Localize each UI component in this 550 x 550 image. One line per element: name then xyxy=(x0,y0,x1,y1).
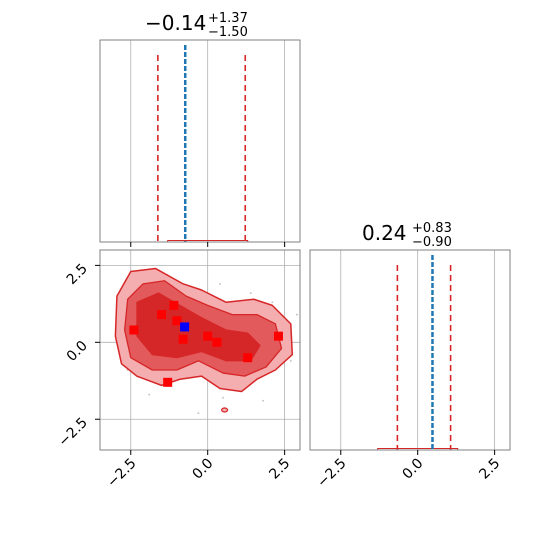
x-tick-label: 0.0 xyxy=(399,456,426,483)
title-value: −0.14 xyxy=(145,11,206,35)
y-tick-label: −2.5 xyxy=(55,415,90,450)
title-minus: −0.90 xyxy=(412,235,452,250)
red-point-marker xyxy=(178,334,188,344)
red-point-marker xyxy=(172,316,182,326)
red-point-marker xyxy=(203,331,213,341)
y-tick-label: 2.5 xyxy=(64,261,91,288)
title-minus: −1.50 xyxy=(208,25,248,40)
red-point-marker xyxy=(212,337,222,347)
red-point-marker xyxy=(157,310,167,320)
red-point-marker xyxy=(273,331,283,341)
x-tick-label: 0.0 xyxy=(189,456,216,483)
x-tick-label: 2.5 xyxy=(266,456,293,483)
axes-frame xyxy=(99,39,301,243)
axes-frame xyxy=(99,249,301,451)
contour-island xyxy=(221,407,229,413)
histogram-step xyxy=(167,240,249,242)
contour-panel: −2.5 0.0 2.5 −2.5 0.0 2.5 xyxy=(55,249,301,491)
histogram-panel-right: −2.5 0.0 2.5 xyxy=(309,249,511,491)
sample-dot xyxy=(295,313,298,316)
sample-dot xyxy=(197,412,200,415)
sample-dot xyxy=(148,393,151,396)
histogram-panel-top xyxy=(99,39,301,247)
title-top-left: −0.14 +1.37 −1.50 xyxy=(145,11,248,40)
x-tick-label: −2.5 xyxy=(104,456,139,491)
x-tick-label: 2.5 xyxy=(476,456,503,483)
blue-point-marker xyxy=(180,322,190,332)
sample-dot xyxy=(222,396,225,399)
sample-dot xyxy=(219,282,221,285)
histogram-step xyxy=(377,448,459,450)
title-bottom-right: 0.24 +0.83 −0.90 xyxy=(362,221,452,250)
sample-dot xyxy=(249,292,252,295)
title-plus: +1.37 xyxy=(208,11,248,26)
title-value: 0.24 xyxy=(362,221,407,245)
sample-dot xyxy=(289,359,292,362)
x-tick-label: −2.5 xyxy=(314,456,349,491)
title-plus: +0.83 xyxy=(412,221,452,236)
axes-frame xyxy=(309,249,511,451)
red-point-marker xyxy=(129,325,139,335)
red-point-marker xyxy=(243,353,253,363)
contour-inner xyxy=(136,292,261,362)
sample-dot xyxy=(262,399,265,402)
red-point-marker xyxy=(163,377,173,387)
red-point-marker xyxy=(169,300,179,310)
y-tick-label: 0.0 xyxy=(64,338,91,365)
sample-dot xyxy=(271,301,274,304)
